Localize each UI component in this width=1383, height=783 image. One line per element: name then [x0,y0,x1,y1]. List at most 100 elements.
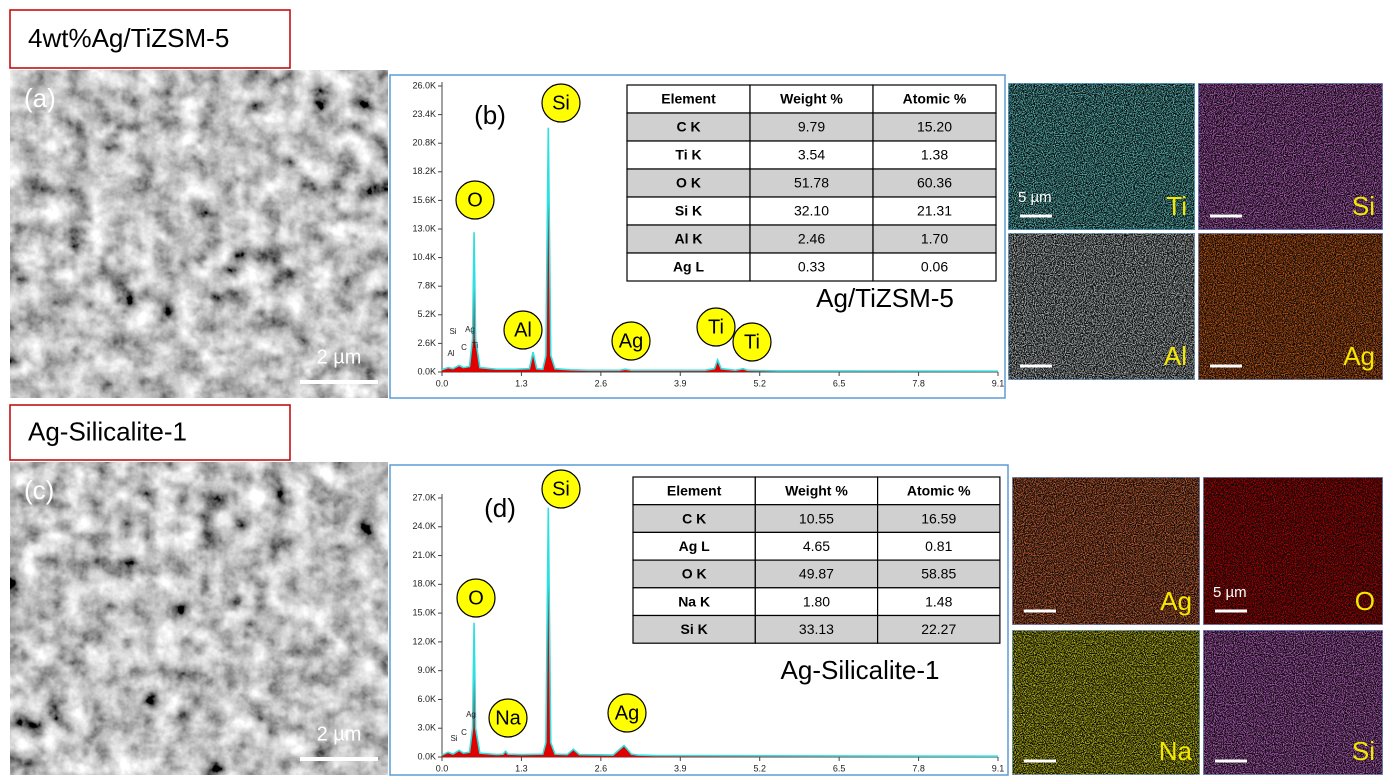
peak-label: Al [514,319,532,341]
line-label: C [461,728,467,737]
table-header: Weight % [780,91,843,107]
table-cell-text: Si K [675,203,702,219]
map-element: Ag [1343,341,1375,371]
peak-label: Si [552,92,570,114]
spectrum-label: (b) [474,100,506,130]
table-cell-text: Na K [678,593,710,609]
sem-label: (c) [24,475,54,505]
table-cell-text: 1.70 [921,231,948,247]
table-header: Weight % [785,483,848,499]
table-cell-text: Si K [681,621,708,637]
line-label: Si [449,327,456,336]
section-title: 4wt%Ag/TiZSM-5 [28,23,229,53]
spectrum-label: (d) [484,493,516,523]
table-title: Ag-Silicalite-1 [781,655,940,685]
y-tick-label: 5.2K [417,309,436,319]
x-tick-label: 5.2 [753,378,766,388]
table-cell-text: 1.80 [803,593,830,609]
x-tick-label: 6.5 [833,763,846,773]
x-tick-label: 3.9 [674,378,687,388]
figure: 4wt%Ag/TiZSM-5 (a) 2 µm (b) Ti 5 µm Si Al Ag Ag-S… [0,0,1383,783]
table-cell-text: 15.20 [917,119,952,135]
table-cell-text: O K [676,175,701,191]
peak-label: O [467,189,483,211]
table-cell-text: 22.27 [921,621,956,637]
table-cell-text: 51.78 [794,175,829,191]
table-cell-text: 0.81 [925,538,952,554]
x-tick-label: 3.9 [674,763,687,773]
map-scale-label: 5 µm [1213,584,1247,601]
table-cell-text: 0.06 [921,259,948,275]
table-header: Atomic % [903,91,967,107]
scale-bar-label: 2 µm [317,723,362,745]
map-element: O [1355,586,1375,616]
table-cell-text: 21.31 [917,203,952,219]
table-cell-text: 32.10 [794,203,829,219]
x-tick-label: 1.3 [515,763,528,773]
table-header: Element [661,91,716,107]
table-cell-text: O K [682,566,707,582]
table-cell-text: 3.54 [798,147,825,163]
line-label: Ti [472,341,479,350]
peak-label: Ag [619,330,643,352]
map-element: Ti [1166,191,1187,221]
line-label: C [461,343,467,352]
y-tick-label: 23.4K [412,109,436,119]
table-cell-text: 9.79 [798,119,825,135]
peak-label: Ti [708,316,724,338]
x-tick-label: 0.0 [436,378,449,388]
x-tick-label: 1.3 [515,378,528,388]
x-tick-label: 7.8 [912,763,925,773]
peak-label: Na [495,707,521,729]
line-label: Ag [466,710,476,719]
map-element: Ag [1160,586,1192,616]
y-tick-label: 18.2K [412,166,436,176]
peak-label: Ag [615,702,639,724]
peak-label: Si [552,478,570,500]
table-cell-text: 49.87 [799,566,834,582]
x-tick-label: 7.8 [912,378,925,388]
table-cell-text: 60.36 [917,175,952,191]
section-title: Ag-Silicalite-1 [28,416,187,446]
y-tick-label: 12.0K [412,636,436,646]
table-header: Atomic % [907,483,971,499]
table-cell-text: 16.59 [921,510,956,526]
map-element: Si [1352,191,1375,221]
table-cell-text: 4.65 [803,538,830,554]
y-tick-label: 24.0K [412,521,436,531]
map-element: Si [1352,736,1375,766]
line-label: Al [447,349,454,358]
table-cell-text: C K [682,510,706,526]
map-element: Na [1159,736,1193,766]
y-tick-label: 6.0K [417,694,436,704]
line-label: Si [450,734,457,743]
y-tick-label: 21.0K [412,550,436,560]
y-tick-label: 0.0K [417,366,436,376]
peak-label: Ti [744,331,760,353]
table-header: Element [667,483,722,499]
table-cell-text: Ag L [673,259,705,275]
table-cell-text: Ag L [679,538,711,554]
x-tick-label: 6.5 [833,378,846,388]
table-cell-text: 0.33 [798,259,825,275]
x-tick-label: 9.1 [992,763,1005,773]
table-cell-text: 1.38 [921,147,948,163]
y-tick-label: 7.8K [417,281,436,291]
y-tick-label: 2.6K [417,338,436,348]
y-tick-label: 26.0K [412,80,436,90]
x-tick-label: 0.0 [436,763,449,773]
y-tick-label: 10.4K [412,252,436,262]
y-tick-label: 3.0K [417,723,436,733]
map-scale-label: 5 µm [1018,189,1052,206]
y-tick-label: 20.8K [412,138,436,148]
table-cell-text: 10.55 [799,510,834,526]
x-tick-label: 2.6 [595,378,608,388]
y-tick-label: 15.0K [412,607,436,617]
x-tick-label: 9.1 [992,378,1005,388]
y-tick-label: 15.6K [412,195,436,205]
x-tick-label: 2.6 [595,763,608,773]
y-tick-label: 9.0K [417,665,436,675]
y-tick-label: 0.0K [417,751,436,761]
y-tick-label: 13.0K [412,223,436,233]
sem-label: (a) [24,83,56,113]
